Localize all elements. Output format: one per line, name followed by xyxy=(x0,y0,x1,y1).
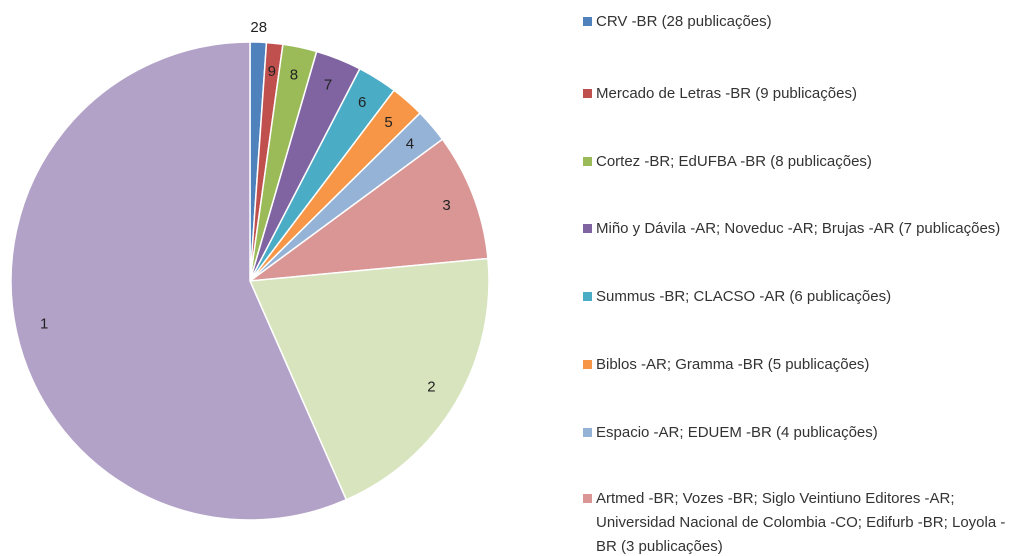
legend-swatch xyxy=(583,224,592,233)
legend-swatch xyxy=(583,428,592,437)
pie-slice xyxy=(10,41,348,521)
legend-item: Cortez -BR; EdUFBA -BR (8 publicações) xyxy=(580,150,1006,174)
pie-slice xyxy=(247,138,489,283)
legend-item: Mercado de Letras -BR (9 publicações) xyxy=(580,82,1006,106)
slice-label: 2 xyxy=(427,378,435,395)
slice-label: 3 xyxy=(442,197,450,214)
legend-label: Espacio -AR; EDUEM -BR (4 publicações) xyxy=(596,424,878,441)
legend-label: CRV -BR (28 publicações) xyxy=(596,13,772,30)
legend-item: Artmed -BR; Vozes -BR; Siglo Veintiuno E… xyxy=(580,487,1006,556)
slice-label: 4 xyxy=(406,135,414,152)
legend-label: Cortez -BR; EdUFBA -BR (8 publicações) xyxy=(596,153,872,170)
legend-swatch xyxy=(583,292,592,301)
legend-label: Miño y Dávila -AR; Noveduc -AR; Brujas -… xyxy=(596,220,1001,237)
legend-label: Artmed -BR; Vozes -BR; Siglo Veintiuno E… xyxy=(596,490,1006,555)
legend-swatch xyxy=(583,494,592,503)
slice-label: 1 xyxy=(40,315,48,332)
slice-label: 7 xyxy=(324,77,332,94)
legend-item: Miño y Dávila -AR; Noveduc -AR; Brujas -… xyxy=(580,217,1006,241)
legend-label: Summus -BR; CLACSO -AR (6 publicações) xyxy=(596,288,892,305)
pie-slice xyxy=(248,257,490,501)
legend-swatch xyxy=(583,360,592,369)
legend-item: CRV -BR (28 publicações) xyxy=(580,10,1006,34)
legend-label: Biblos -AR; Gramma -BR (5 publicações) xyxy=(596,356,870,373)
legend-item: Espacio -AR; EDUEM -BR (4 publicações) xyxy=(580,421,1006,445)
legend-item: Summus -BR; CLACSO -AR (6 publicações) xyxy=(580,285,1006,309)
legend-label: Mercado de Letras -BR (9 publicações) xyxy=(596,85,857,102)
slice-label: 5 xyxy=(384,114,392,131)
legend-swatch xyxy=(583,157,592,166)
slice-label: 28 xyxy=(250,19,267,36)
slice-label: 6 xyxy=(358,94,366,111)
legend-swatch xyxy=(583,17,592,26)
slice-label: 9 xyxy=(268,63,276,80)
slice-label: 8 xyxy=(290,66,298,83)
legend-swatch xyxy=(583,89,592,98)
legend-item: Biblos -AR; Gramma -BR (5 publicações) xyxy=(580,353,1006,377)
